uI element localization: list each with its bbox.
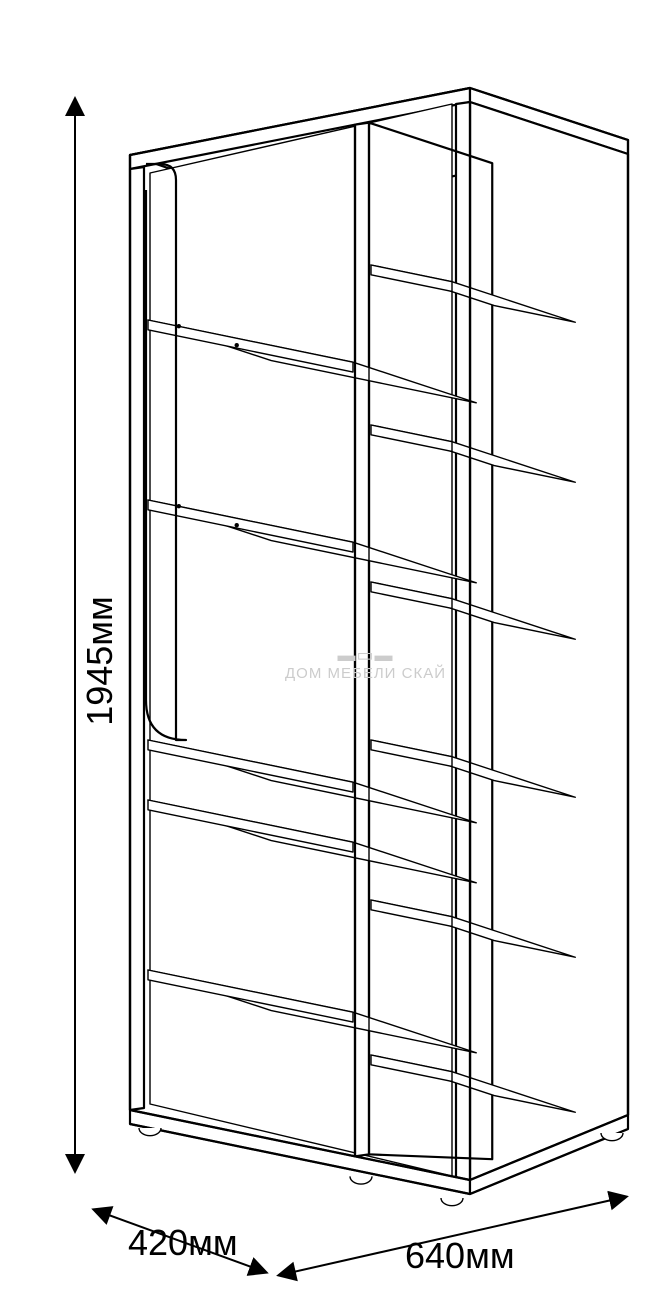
dimension-depth-label: 420мм	[128, 1222, 238, 1264]
sofa-icon: ▬▭▬	[285, 646, 446, 664]
dimension-width-label: 640мм	[405, 1235, 515, 1277]
watermark-text: ДОМ МЕБЕЛИ СКАЙ	[285, 666, 446, 681]
dimension-height-label: 1945мм	[79, 596, 121, 726]
watermark: ▬▭▬ ДОМ МЕБЕЛИ СКАЙ	[285, 646, 446, 681]
